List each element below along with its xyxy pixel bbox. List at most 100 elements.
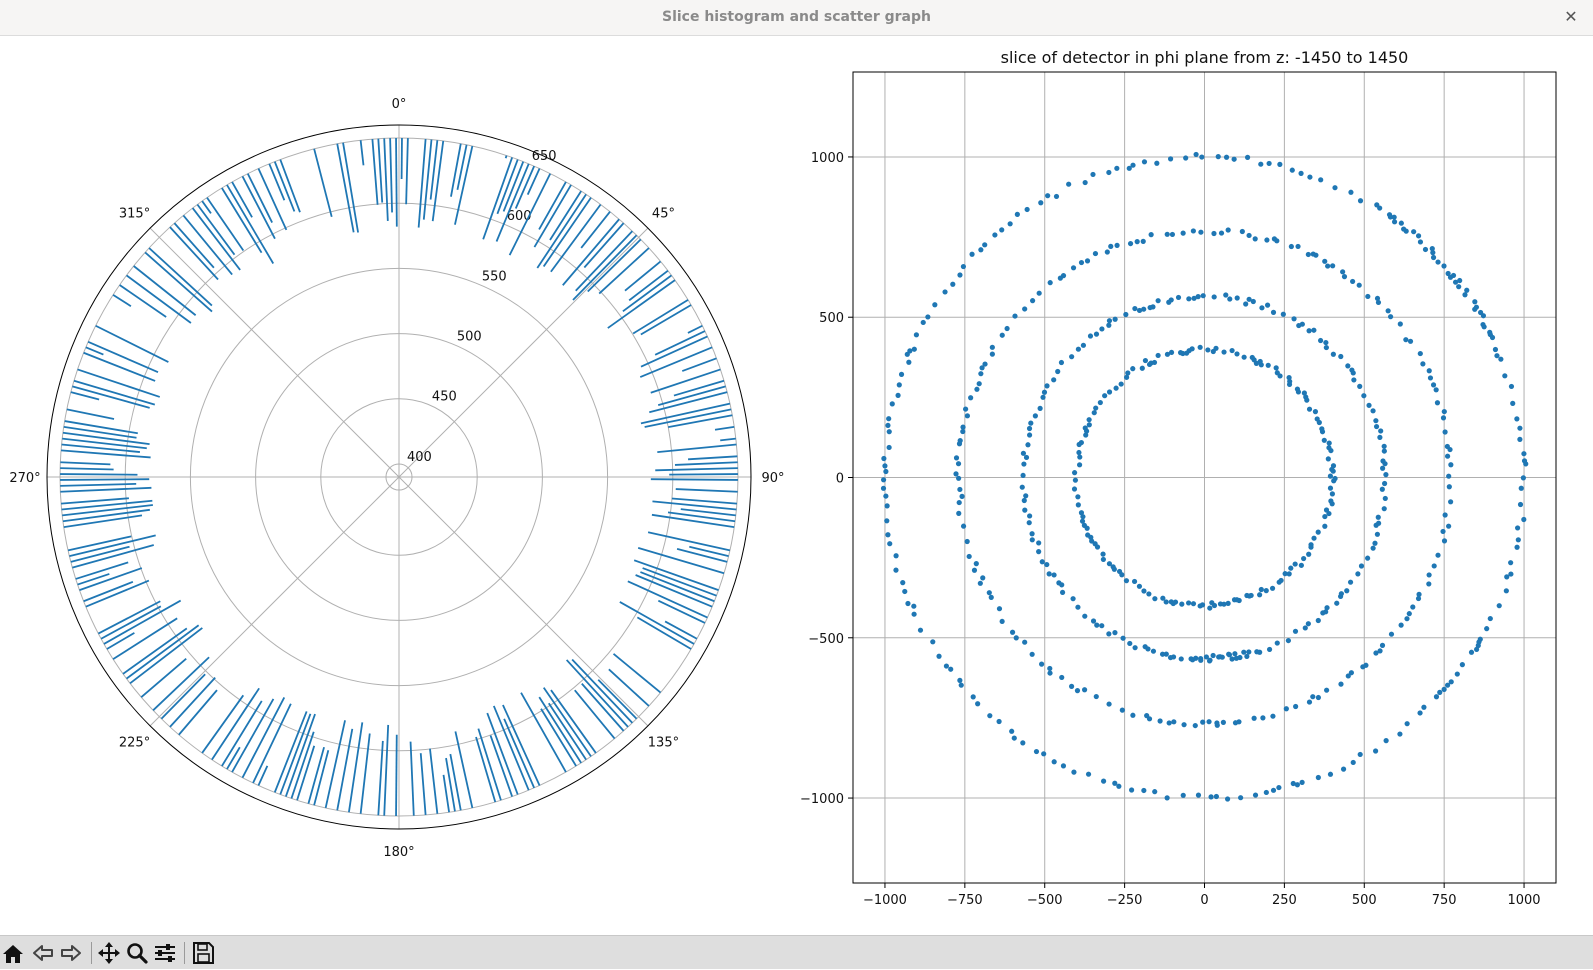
scatter-point [1098, 400, 1103, 405]
scatter-point [884, 518, 889, 523]
scatter-point [1380, 458, 1385, 463]
scatter-point [1114, 243, 1119, 248]
scatter-point [1216, 154, 1221, 159]
scatter-point [1380, 466, 1385, 471]
scatter-point [1494, 353, 1499, 358]
scatter-point [978, 371, 983, 376]
scatter-point [1238, 795, 1243, 800]
save-button[interactable] [190, 940, 216, 966]
scatter-point [1308, 542, 1313, 547]
scatter-y-tick-label: −1000 [800, 792, 844, 807]
polar-histogram-bar [62, 439, 147, 449]
configure-subplots-button[interactable] [152, 940, 178, 966]
polar-radial-gridline [399, 477, 648, 726]
scatter-point [1101, 779, 1106, 784]
scatter-point [1295, 244, 1300, 249]
scatter-point [974, 387, 979, 392]
scatter-point [1132, 579, 1137, 584]
scatter-point [1522, 458, 1527, 463]
polar-histogram-bar [253, 704, 291, 783]
scatter-point [1140, 366, 1145, 371]
scatter-point [1154, 161, 1159, 166]
forward-button[interactable] [58, 940, 84, 966]
scatter-point [957, 441, 962, 446]
scatter-point [1331, 352, 1336, 357]
zoom-button[interactable] [124, 940, 150, 966]
scatter-point [1040, 395, 1045, 400]
back-button[interactable] [30, 940, 56, 966]
polar-histogram-bar [720, 439, 736, 441]
scatter-point [1326, 456, 1331, 461]
scatter-point [1253, 236, 1258, 241]
scatter-point [1055, 369, 1060, 374]
scatter-point [1059, 675, 1064, 680]
scatter-point [1325, 263, 1330, 268]
scatter-point [990, 345, 995, 350]
polar-histogram-bar [528, 169, 540, 195]
polar-histogram-bar [430, 749, 437, 814]
scatter-point [1383, 496, 1388, 501]
home-button[interactable] [0, 940, 26, 966]
scatter-point [1307, 407, 1312, 412]
scatter-point [990, 352, 995, 357]
scatter-point [1281, 312, 1286, 317]
scatter-point [1246, 233, 1251, 238]
scatter-point [1094, 623, 1099, 628]
scatter-point [1302, 390, 1307, 395]
polar-histogram-bar [651, 369, 721, 392]
scatter-point [1042, 390, 1047, 395]
scatter-point [1324, 688, 1329, 693]
scatter-point [1193, 656, 1198, 661]
scatter-point [1149, 232, 1154, 237]
scatter-point [1442, 538, 1447, 543]
scatter-point [1445, 454, 1450, 459]
scatter-point [1040, 559, 1045, 564]
scatter-title: slice of detector in phi plane from z: -… [1001, 48, 1409, 67]
scatter-point [1299, 563, 1304, 568]
scatter-point [1504, 588, 1509, 593]
polar-histogram-bar [78, 574, 110, 585]
scatter-point [1107, 318, 1112, 323]
scatter-point [1287, 571, 1292, 576]
scatter-point [950, 282, 955, 287]
scatter-point [1241, 650, 1246, 655]
scatter-x-tick-label: −750 [947, 893, 983, 908]
scatter-point [1201, 293, 1206, 298]
scatter-x-tick-label: 250 [1272, 893, 1297, 908]
scatter-point [1027, 426, 1032, 431]
scatter-point [882, 463, 887, 468]
scatter-point [1170, 232, 1175, 237]
scatter-point [1274, 365, 1279, 370]
close-button[interactable]: ✕ [1561, 7, 1581, 27]
scatter-point [977, 381, 982, 386]
scatter-point [1093, 251, 1098, 256]
scatter-point [960, 425, 965, 430]
scatter-point [1404, 616, 1409, 621]
scatter-point [921, 320, 926, 325]
scatter-point [1076, 347, 1081, 352]
scatter-point [1237, 598, 1242, 603]
polar-histogram-bar [551, 690, 596, 753]
scatter-point [1275, 640, 1280, 645]
scatter-point [1377, 648, 1382, 653]
pan-button[interactable] [96, 940, 122, 966]
scatter-point [1246, 649, 1251, 654]
scatter-point [1286, 375, 1291, 380]
scatter-point [1306, 621, 1311, 626]
scatter-point [1306, 252, 1311, 257]
scatter-point [1455, 671, 1460, 676]
scatter-point [1264, 588, 1269, 593]
scatter-point [1200, 602, 1205, 607]
scatter-point [1411, 229, 1416, 234]
polar-histogram-bar [63, 433, 150, 444]
scatter-point [1012, 735, 1017, 740]
scatter-point [1107, 389, 1112, 394]
scatter-point [1135, 239, 1140, 244]
polar-histogram-bar [60, 468, 113, 469]
scatter-point [1243, 301, 1248, 306]
scatter-point [1245, 155, 1250, 160]
scatter-point [1128, 241, 1133, 246]
polar-histogram-bar [390, 138, 392, 212]
scatter-point [1374, 202, 1379, 207]
